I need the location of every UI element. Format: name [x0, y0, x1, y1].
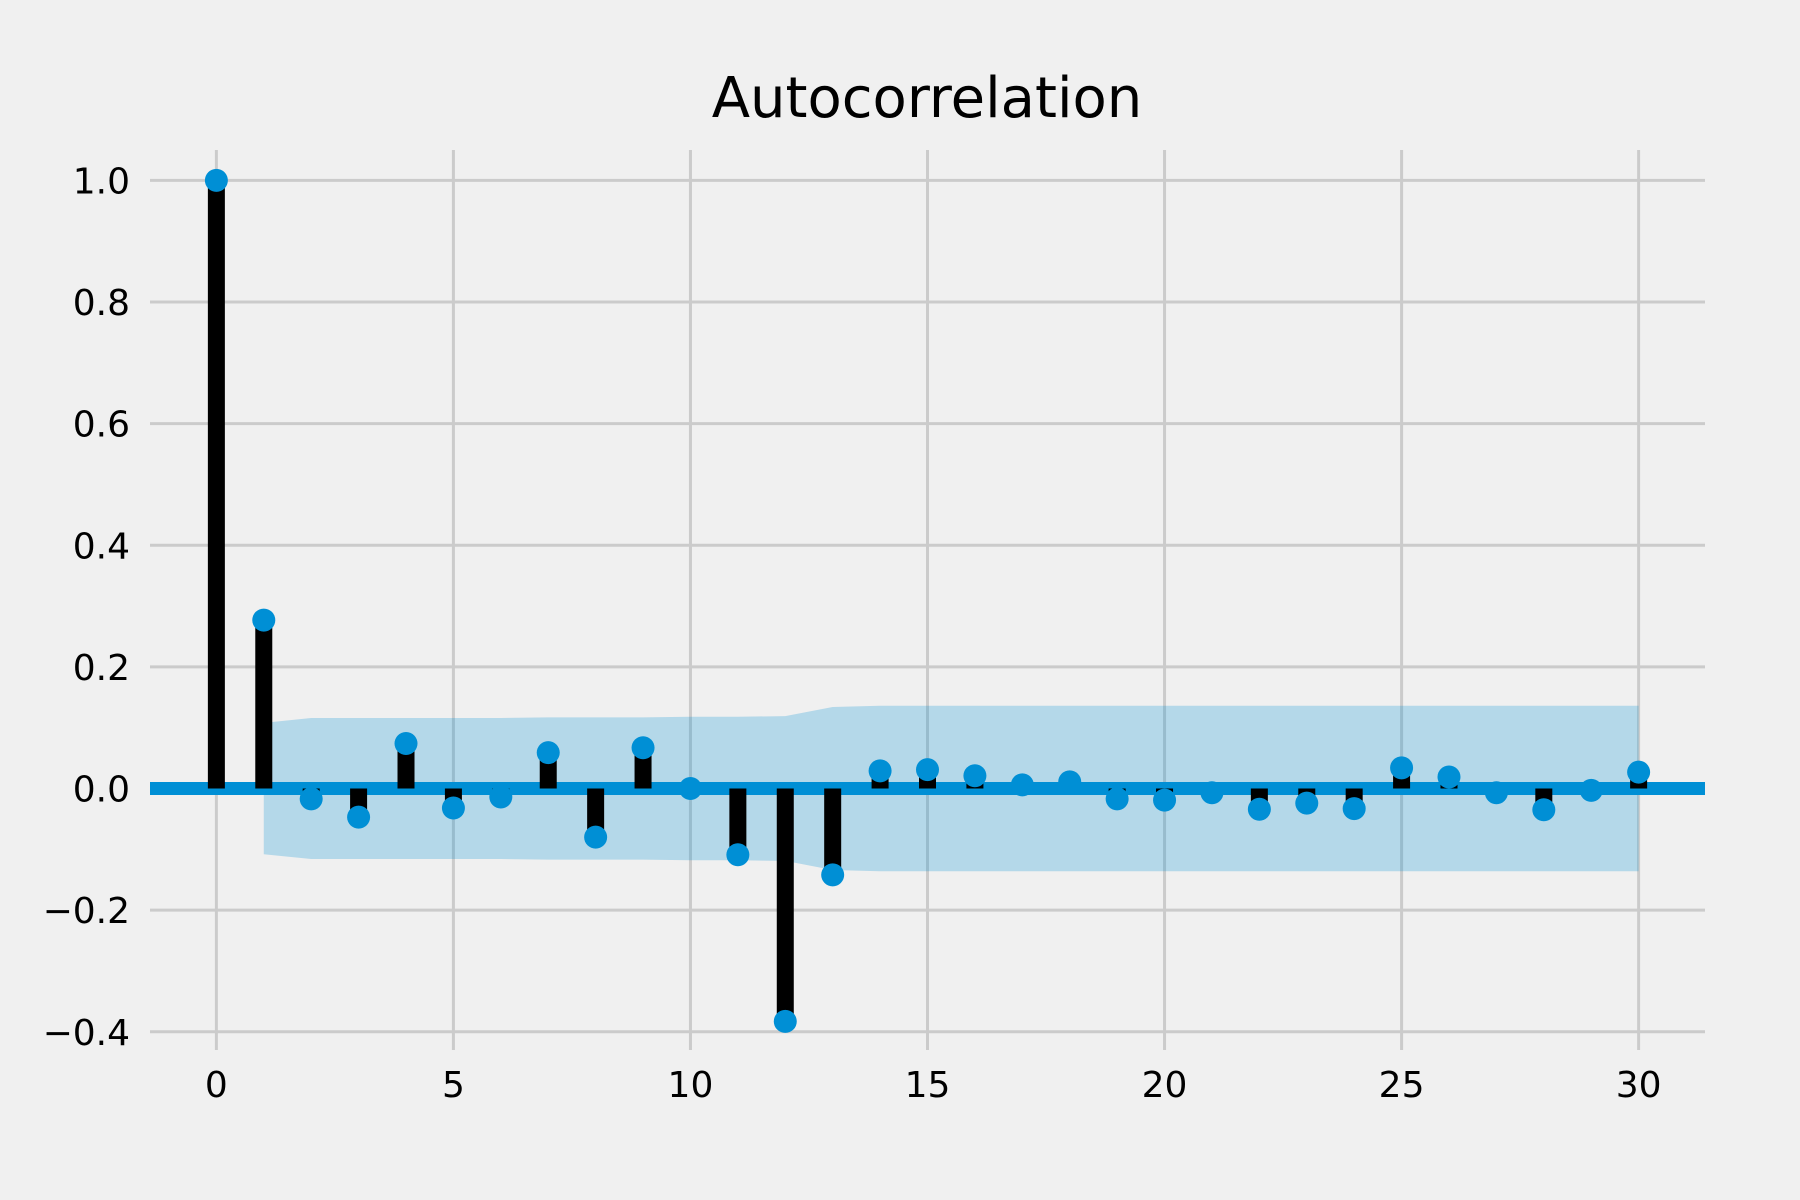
point-lag-25 — [1390, 756, 1414, 780]
point-lag-15 — [916, 758, 939, 782]
y-tick-label: 0.8 — [73, 283, 130, 324]
point-lag-12 — [773, 1009, 797, 1033]
y-tick-label: 0.0 — [73, 770, 130, 811]
point-lag-14 — [868, 759, 892, 783]
point-lag-27 — [1484, 781, 1508, 805]
marker-layer — [204, 168, 1651, 1033]
point-lag-13 — [821, 863, 845, 887]
point-lag-6 — [489, 785, 513, 809]
point-lag-20 — [1153, 788, 1177, 812]
point-lag-22 — [1247, 797, 1271, 821]
x-tick-label: 10 — [668, 1065, 714, 1106]
point-lag-24 — [1342, 797, 1366, 821]
x-tick-label: 20 — [1142, 1065, 1188, 1106]
point-lag-0 — [204, 168, 228, 192]
point-lag-19 — [1105, 787, 1129, 811]
point-lag-1 — [252, 608, 276, 632]
point-lag-21 — [1200, 781, 1224, 805]
point-lag-16 — [963, 764, 987, 788]
point-lag-18 — [1058, 770, 1082, 794]
point-lag-9 — [631, 736, 655, 760]
point-lag-3 — [347, 805, 371, 829]
chart-title: Autocorrelation — [712, 66, 1143, 131]
point-lag-30 — [1627, 760, 1651, 784]
point-lag-23 — [1295, 791, 1319, 815]
point-lag-29 — [1579, 778, 1603, 802]
y-tick-label: −0.2 — [43, 891, 130, 932]
point-lag-4 — [394, 732, 418, 756]
x-axis-tick-labels: 0 5 10 15 20 25 30 — [205, 1065, 1662, 1106]
x-tick-label: 25 — [1379, 1065, 1425, 1106]
point-lag-17 — [1010, 773, 1034, 797]
point-lag-11 — [726, 843, 750, 867]
y-tick-label: 0.4 — [73, 526, 130, 567]
point-lag-2 — [299, 787, 323, 811]
y-tick-label: 0.6 — [73, 405, 130, 446]
x-tick-label: 30 — [1616, 1065, 1662, 1106]
point-lag-7 — [536, 741, 560, 765]
point-lag-28 — [1532, 798, 1556, 822]
point-lag-8 — [584, 825, 608, 849]
point-lag-26 — [1437, 765, 1461, 789]
grid-layer — [150, 150, 1705, 1050]
point-lag-10 — [678, 777, 702, 801]
x-tick-label: 15 — [905, 1065, 951, 1106]
point-lag-5 — [441, 796, 465, 820]
y-axis-tick-labels: 1.0 0.8 0.6 0.4 0.2 0.0 −0.2 −0.4 — [43, 161, 130, 1053]
x-tick-label: 0 — [205, 1065, 228, 1106]
x-tick-label: 5 — [442, 1065, 465, 1106]
y-tick-label: 1.0 — [73, 161, 130, 202]
y-tick-label: −0.4 — [43, 1013, 130, 1054]
y-tick-label: 0.2 — [73, 648, 130, 689]
